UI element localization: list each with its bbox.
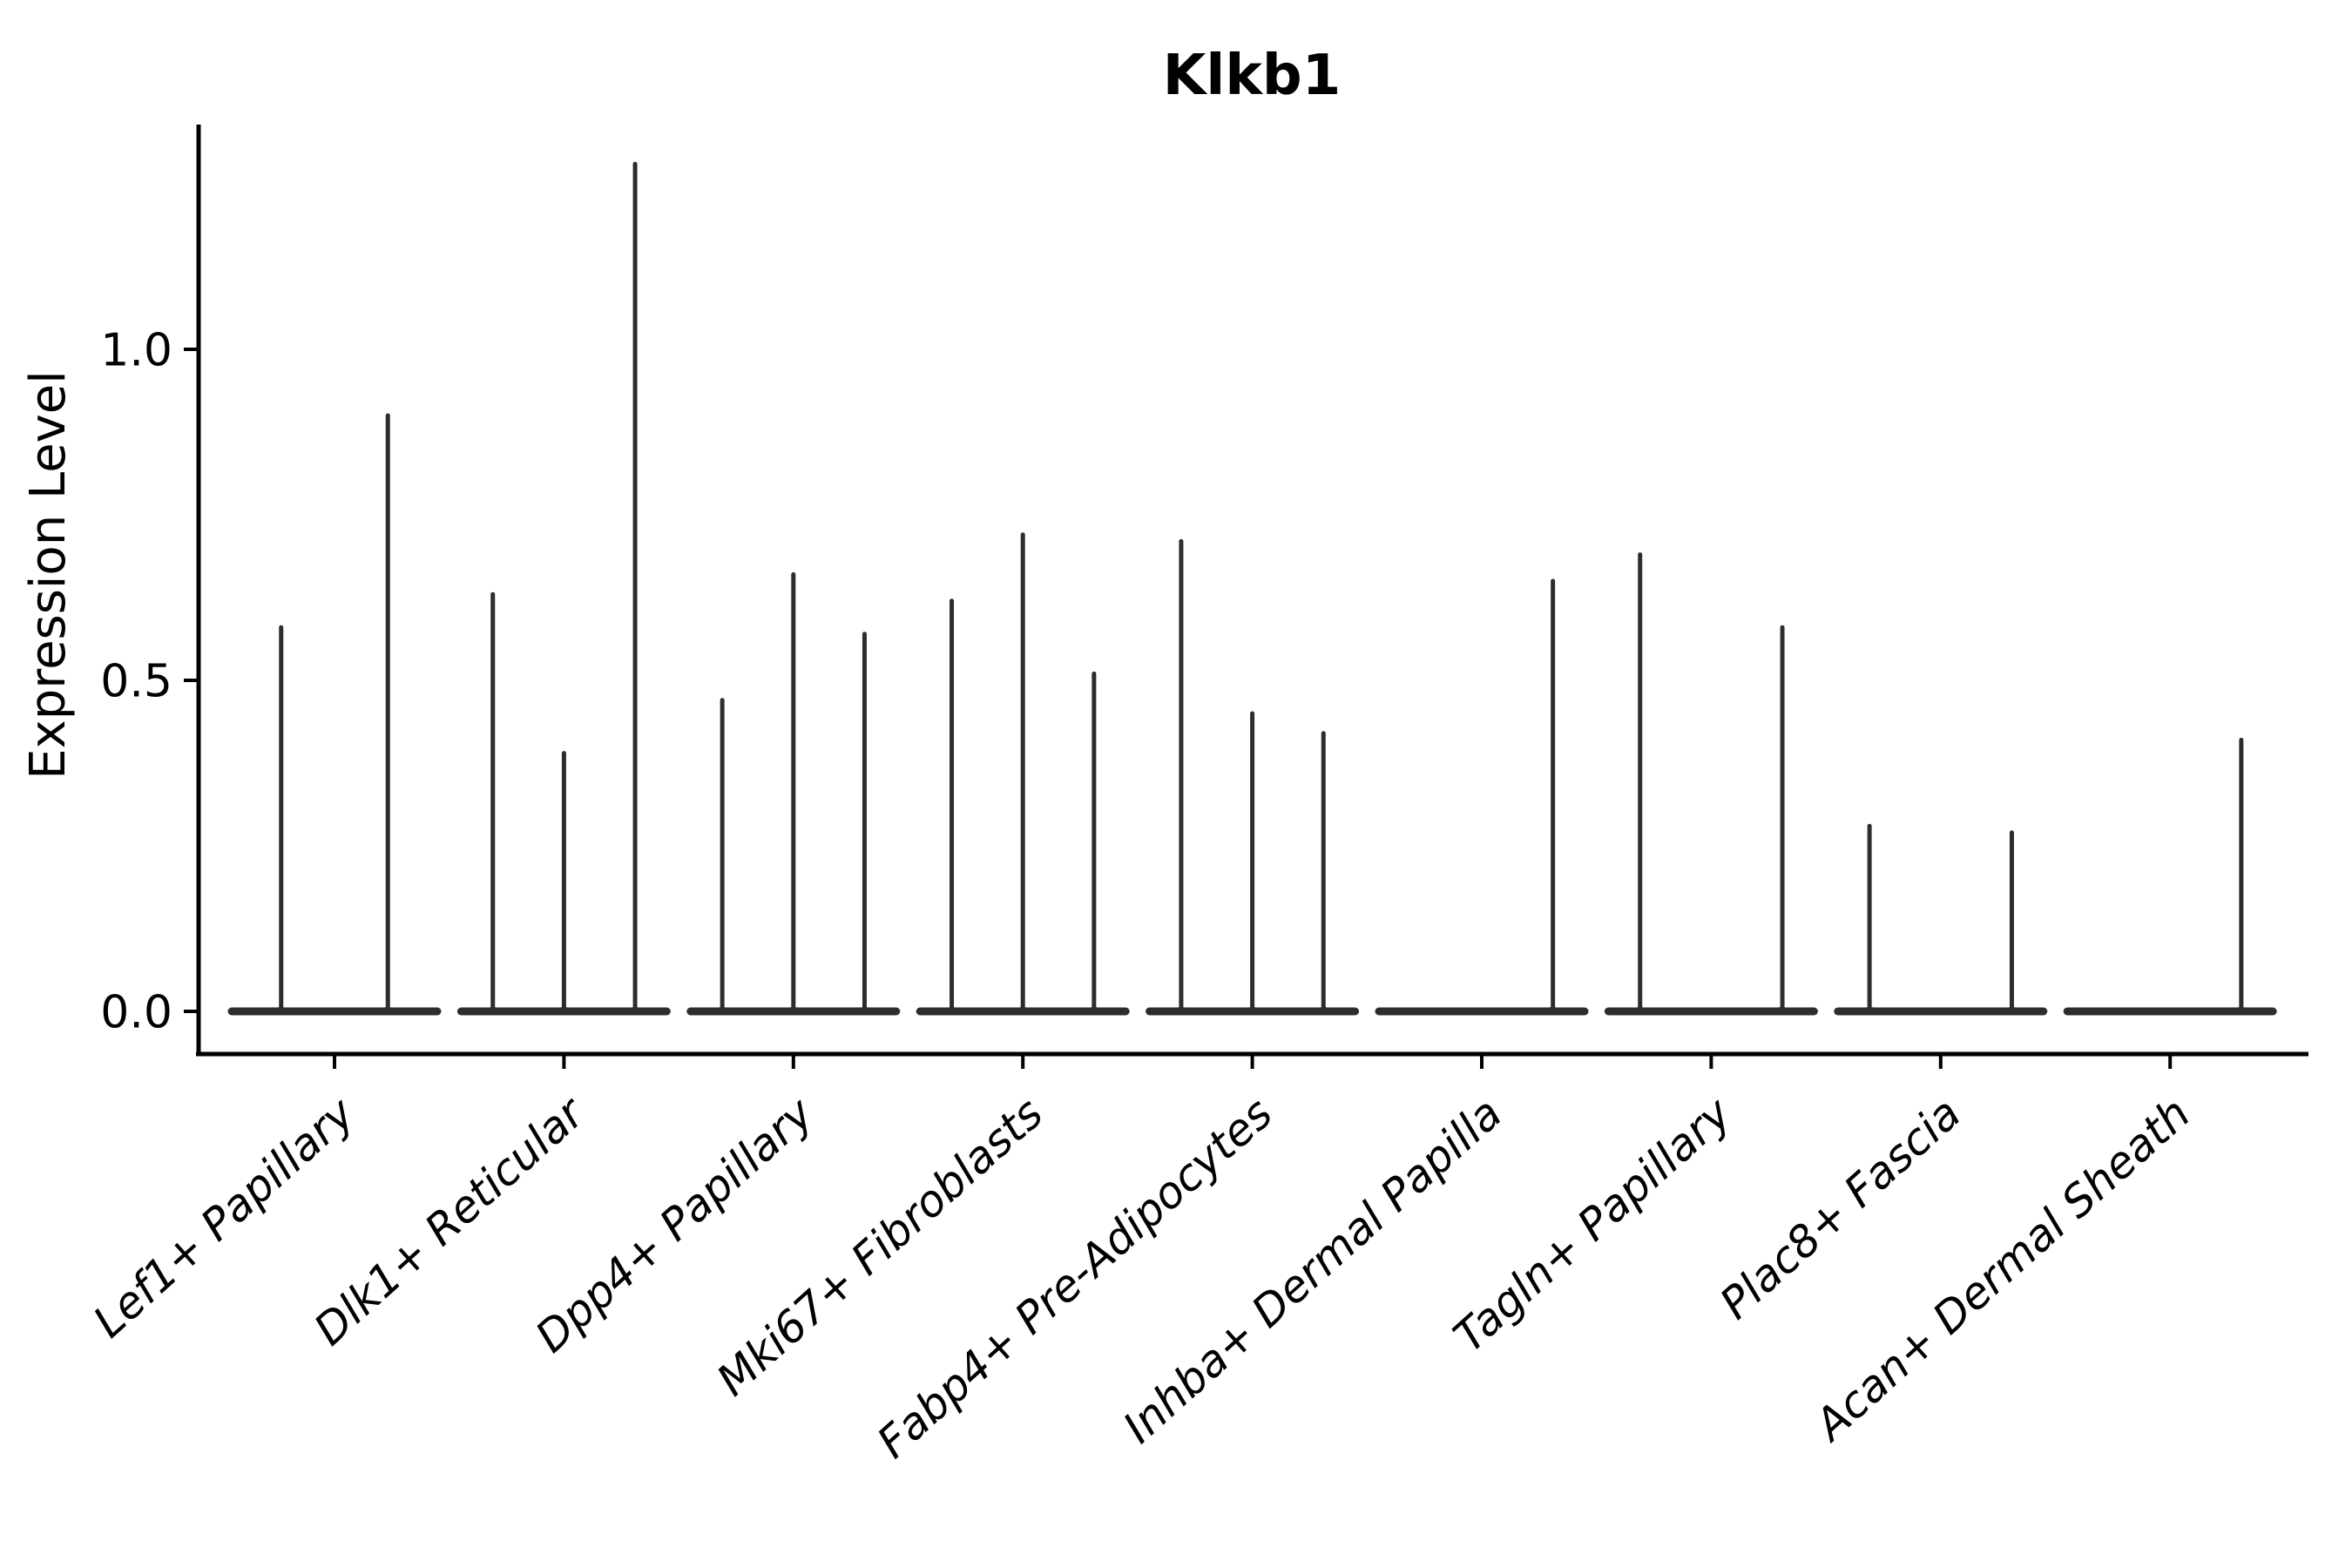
y-axis-label: Expression Level: [20, 370, 77, 780]
violin-layer: [227, 161, 2277, 1016]
y-tick-label: 0.5: [100, 656, 172, 708]
category-label: Acan+ Dermal Sheath: [1803, 1088, 2200, 1452]
chart-title: Klkb1: [1163, 44, 1341, 108]
category-label: Plac8+ Fascia: [1710, 1088, 1970, 1329]
y-tick-label: 0.0: [100, 987, 172, 1039]
y-tick-label: 1.0: [100, 325, 172, 377]
category-label: Fabp4+ Pre-Adipocytes: [868, 1088, 1282, 1468]
category-label: Inhba+ Dermal Papilla: [1114, 1088, 1512, 1453]
axes-layer: [184, 125, 2308, 1069]
